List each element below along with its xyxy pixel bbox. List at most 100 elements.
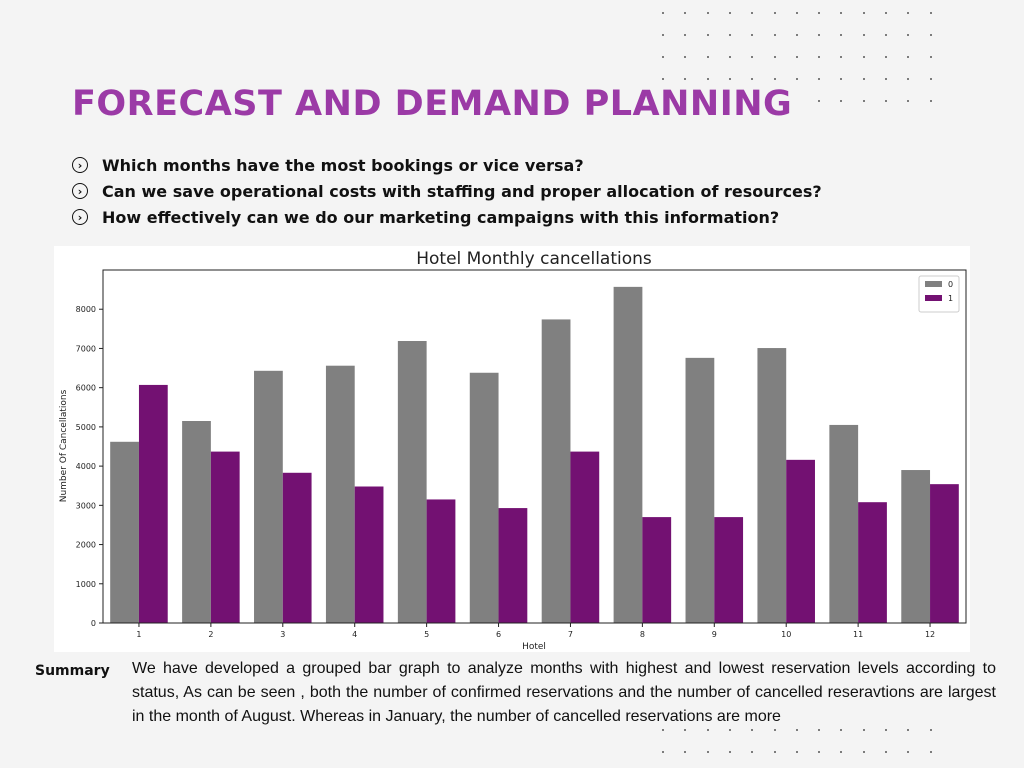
decorative-dot	[728, 12, 731, 14]
x-tick-label: 4	[352, 630, 357, 639]
chart-title: Hotel Monthly cancellations	[416, 249, 652, 269]
x-tick-label: 11	[853, 630, 863, 639]
bar-series-1	[714, 517, 744, 623]
decorative-dot	[751, 34, 754, 36]
bar-series-1	[138, 384, 168, 623]
decorative-dot	[773, 34, 776, 36]
plot-frame	[102, 269, 967, 624]
chevron-right-circle-icon: ›	[72, 209, 88, 225]
bar-series-1	[426, 499, 456, 623]
decorative-dot	[907, 100, 910, 102]
bar-series-0	[397, 340, 427, 623]
decorative-dot	[751, 78, 754, 80]
y-tick-label: 0	[91, 619, 96, 628]
decorative-dot	[862, 751, 865, 753]
decorative-dot	[684, 34, 687, 36]
decorative-dot	[929, 78, 932, 80]
decorative-dot	[662, 729, 664, 731]
bar-series-0	[469, 372, 499, 623]
decorative-dot	[885, 729, 887, 731]
decorative-dot	[773, 78, 776, 80]
bar-series-0	[110, 441, 139, 623]
decorative-dot	[862, 729, 865, 731]
bar-series-1	[570, 451, 600, 623]
bar-series-0	[182, 421, 211, 623]
decorative-dot	[929, 729, 932, 731]
decorative-dot	[907, 729, 910, 731]
decorative-dot	[728, 34, 731, 36]
decorative-dot	[662, 12, 664, 14]
summary-label: Summary	[35, 663, 110, 679]
decorative-dot	[929, 34, 932, 36]
question-text: How effectively can we do our marketing …	[102, 207, 780, 227]
decorative-dot	[773, 12, 776, 14]
bar-series-1	[498, 508, 528, 623]
decorative-dot	[751, 729, 754, 731]
decorative-dot	[728, 78, 731, 80]
decorative-dot	[773, 751, 776, 753]
bar-series-0	[325, 365, 355, 623]
decorative-dot	[907, 56, 910, 58]
legend-label: 1	[948, 294, 953, 303]
decorative-dot	[840, 78, 843, 80]
x-tick-label: 3	[280, 630, 285, 639]
decorative-dot	[818, 12, 821, 14]
x-tick-label: 6	[496, 630, 501, 639]
decorative-dot	[795, 751, 798, 753]
bar-series-0	[613, 286, 643, 623]
decorative-dot	[795, 12, 798, 14]
decorative-dot	[840, 12, 843, 14]
decorative-dot	[684, 12, 687, 14]
decorative-dot	[706, 12, 709, 14]
x-tick-label: 8	[640, 630, 645, 639]
x-tick-label: 7	[568, 630, 573, 639]
y-axis-label: Number Of Cancellations	[59, 389, 69, 502]
question-list: › Which months have the most bookings or…	[72, 152, 822, 230]
decorative-dot	[728, 56, 731, 58]
decorative-dot	[862, 100, 865, 102]
legend-swatch	[925, 295, 942, 301]
bar-series-0	[829, 424, 859, 623]
decorative-dot	[885, 34, 887, 36]
decorative-dot	[885, 12, 887, 14]
bar-series-1	[786, 459, 815, 623]
decorative-dot	[795, 34, 798, 36]
bar-series-1	[354, 486, 384, 623]
decorative-dot	[684, 729, 687, 731]
decorative-dot	[818, 751, 821, 753]
decorative-dot	[885, 78, 887, 80]
x-tick-label: 9	[712, 630, 717, 639]
decorative-dot	[929, 12, 932, 14]
bar-series-0	[757, 348, 787, 623]
x-axis-label: Hotel	[522, 642, 546, 652]
x-tick-label: 2	[208, 630, 213, 639]
decorative-dot	[862, 12, 865, 14]
decorative-dot	[818, 729, 821, 731]
bar-series-0	[901, 470, 931, 623]
decorative-dot	[885, 56, 887, 58]
decorative-dot	[706, 34, 709, 36]
decorative-dot	[795, 78, 798, 80]
decorative-dot	[818, 78, 821, 80]
decorative-dot	[885, 100, 887, 102]
decorative-dot	[907, 78, 910, 80]
decorative-dot	[662, 751, 664, 753]
decorative-dot	[907, 12, 910, 14]
decorative-dot	[840, 100, 843, 102]
bar-series-1	[642, 517, 672, 623]
legend-label: 0	[948, 280, 953, 289]
y-tick-label: 7000	[76, 344, 96, 353]
bar-series-1	[858, 502, 887, 623]
decorative-dot	[862, 78, 865, 80]
decorative-dot	[684, 751, 687, 753]
bar-series-1	[210, 451, 240, 623]
chart-container: Hotel Monthly cancellations Hotel Number…	[54, 246, 970, 652]
decorative-dot	[907, 34, 910, 36]
decorative-dot	[929, 751, 932, 753]
question-item: › How effectively can we do our marketin…	[72, 204, 822, 230]
decorative-dot	[818, 56, 821, 58]
decorative-dot	[862, 34, 865, 36]
decorative-dot	[706, 56, 709, 58]
decorative-dot	[728, 729, 731, 731]
question-text: Can we save operational costs with staff…	[102, 181, 822, 201]
